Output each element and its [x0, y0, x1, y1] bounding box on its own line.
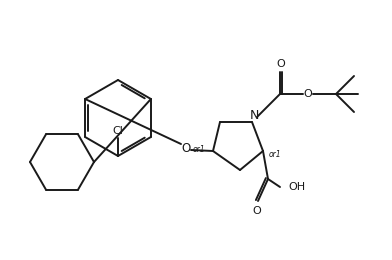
- Text: or1: or1: [269, 150, 281, 159]
- Text: O: O: [304, 89, 312, 99]
- Text: O: O: [277, 59, 285, 69]
- Text: N: N: [249, 108, 259, 121]
- Text: OH: OH: [288, 182, 305, 192]
- Text: O: O: [181, 141, 191, 154]
- Text: Cl: Cl: [113, 126, 123, 136]
- Text: or1: or1: [193, 145, 205, 153]
- Text: O: O: [252, 206, 261, 216]
